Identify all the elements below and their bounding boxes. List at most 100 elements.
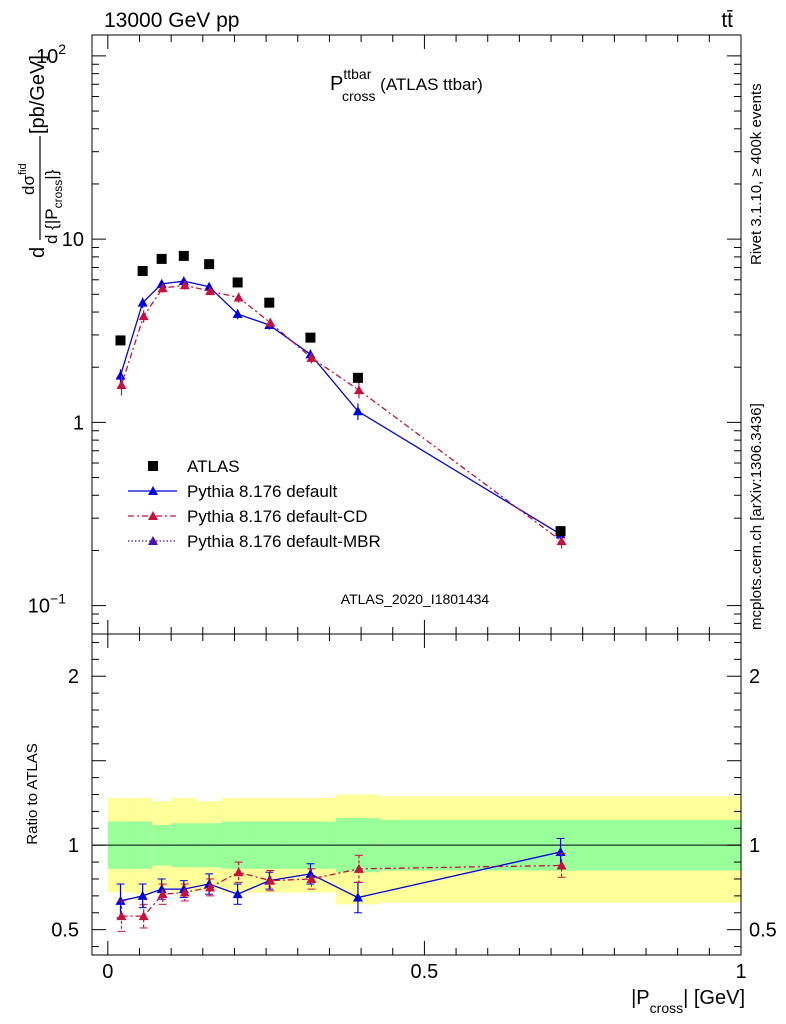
series-marker xyxy=(157,283,168,293)
title-main: P xyxy=(330,73,343,95)
ratio-series-marker xyxy=(352,892,363,902)
ratio-y-tick-label-right: 0.5 xyxy=(749,920,777,942)
data-point xyxy=(264,297,275,308)
source-label: mcplots.cern.ch [arXiv:1306.3436] xyxy=(748,403,765,630)
series-marker xyxy=(232,309,243,319)
ratio-y-tick-label-right: 1 xyxy=(749,835,760,857)
y-tick-label: 10−1 xyxy=(28,591,66,618)
data-point xyxy=(156,253,167,264)
beam-label: 13000 GeV pp xyxy=(104,9,239,32)
ratio-series-line xyxy=(120,851,561,902)
title-sup: ttbar xyxy=(343,66,371,82)
ratio-series-marker xyxy=(138,911,149,921)
rivet-version-label: Rivet 3.1.10, ≥ 400k events xyxy=(748,83,765,265)
data-point xyxy=(352,372,363,383)
ylabel-unit: [pb/GeV] xyxy=(27,55,49,134)
data-point xyxy=(305,332,316,343)
ratio-y-axis-label: Ratio to ATLAS xyxy=(24,743,41,844)
data-point xyxy=(178,250,189,261)
ratio-y-tick-label: 1 xyxy=(68,835,79,857)
svg-text:[pb/GeV]: [pb/GeV] xyxy=(27,55,49,134)
ratio-panel: 0 0.5 10.5 0.51 12 2 xyxy=(51,633,777,983)
ratio-y-tick-label: 2 xyxy=(68,666,79,688)
ylabel-den-sub: cross xyxy=(51,180,65,209)
x-tick-label: 1 xyxy=(735,961,746,983)
process-label: tt̄ xyxy=(721,9,733,32)
svg-text:d {|Pcross|}: d {|Pcross|} xyxy=(42,169,65,244)
xlabel-pre: |P xyxy=(631,987,650,1009)
chart-title: Pttbar cross (ATLAS ttbar) xyxy=(330,66,483,104)
ratio-series-marker xyxy=(137,890,148,900)
ratio-series-marker xyxy=(556,860,567,870)
legend-label: Pythia 8.176 default-MBR xyxy=(187,532,381,551)
main-y-axis-label: d dσfid d {|Pcross|} [pb/GeV] xyxy=(17,55,65,258)
ylabel-den-post: |} xyxy=(42,169,61,179)
legend: ATLAS Pythia 8.176 default Pythia 8.176 de… xyxy=(128,457,381,551)
legend-label: ATLAS xyxy=(187,457,240,476)
series-marker xyxy=(205,286,216,296)
ratio-series-marker xyxy=(305,868,316,878)
series-marker xyxy=(556,536,567,546)
ratio-series-marker xyxy=(306,873,317,883)
ylabel-den: d {|P xyxy=(42,208,61,244)
series-line xyxy=(120,284,562,542)
svg-text:dσfid: dσfid xyxy=(17,163,38,195)
x-tick-label: 0 xyxy=(102,961,113,983)
y-tick-label: 10 xyxy=(62,229,84,251)
ratio-series-marker xyxy=(157,889,168,899)
title-sub: cross xyxy=(342,88,375,104)
ratio-series-marker xyxy=(265,875,276,885)
data-point xyxy=(137,265,148,276)
ratio-series-marker xyxy=(232,889,243,899)
data-point xyxy=(115,335,126,346)
ratio-series-marker xyxy=(116,911,127,921)
ylabel-d2: d xyxy=(19,186,38,195)
series-marker xyxy=(204,281,215,291)
ratio-frame xyxy=(91,633,742,956)
series-marker xyxy=(306,352,317,362)
series-marker xyxy=(116,379,127,389)
ratio-series-marker xyxy=(156,884,167,894)
series-marker xyxy=(265,317,276,327)
series-line xyxy=(119,280,561,535)
ylabel-sigma-sup: fid xyxy=(17,163,29,175)
legend-label: Pythia 8.176 default xyxy=(187,482,338,501)
y-tick-label: 1 xyxy=(73,412,84,434)
main-panel: 10−1 1 10 102 xyxy=(28,34,742,635)
legend-marker xyxy=(148,536,158,545)
data-point xyxy=(232,277,243,288)
series-marker xyxy=(137,297,148,307)
series-marker xyxy=(138,311,149,321)
series-marker xyxy=(115,370,126,380)
ratio-series-marker xyxy=(179,887,190,897)
ratio-series-marker xyxy=(353,863,364,873)
legend-data-marker xyxy=(148,461,158,471)
ratio-series-marker xyxy=(205,882,216,892)
series-marker xyxy=(178,276,189,286)
xlabel-post: | [GeV] xyxy=(683,987,745,1009)
series-marker xyxy=(353,385,364,395)
data-point xyxy=(555,526,566,537)
x-tick-label: 0.5 xyxy=(411,961,439,983)
y-tick-label: 102 xyxy=(36,41,66,68)
x-axis-label: |Pcross| [GeV] xyxy=(631,987,745,1016)
ratio-y-tick-label: 0.5 xyxy=(51,920,79,942)
ylabel-sigma: σ xyxy=(19,175,38,186)
svg-text:d: d xyxy=(27,247,49,258)
series-marker xyxy=(156,278,167,288)
ratio-series-line xyxy=(121,864,562,917)
legend-label: Pythia 8.176 default-CD xyxy=(187,507,368,526)
title-suffix: (ATLAS ttbar) xyxy=(375,75,482,94)
xlabel-sub: cross xyxy=(650,1000,683,1016)
ratio-y-tick-label-right: 2 xyxy=(749,666,760,688)
series-marker xyxy=(179,280,190,290)
series-marker xyxy=(352,406,363,416)
analysis-watermark: ATLAS_2020_I1801434 xyxy=(341,591,490,607)
ylabel-d1: d xyxy=(27,247,49,258)
legend-marker xyxy=(148,486,158,495)
series-marker xyxy=(233,292,244,302)
data-point xyxy=(204,259,215,270)
legend-marker xyxy=(148,511,158,520)
ratio-series-marker xyxy=(233,867,244,877)
